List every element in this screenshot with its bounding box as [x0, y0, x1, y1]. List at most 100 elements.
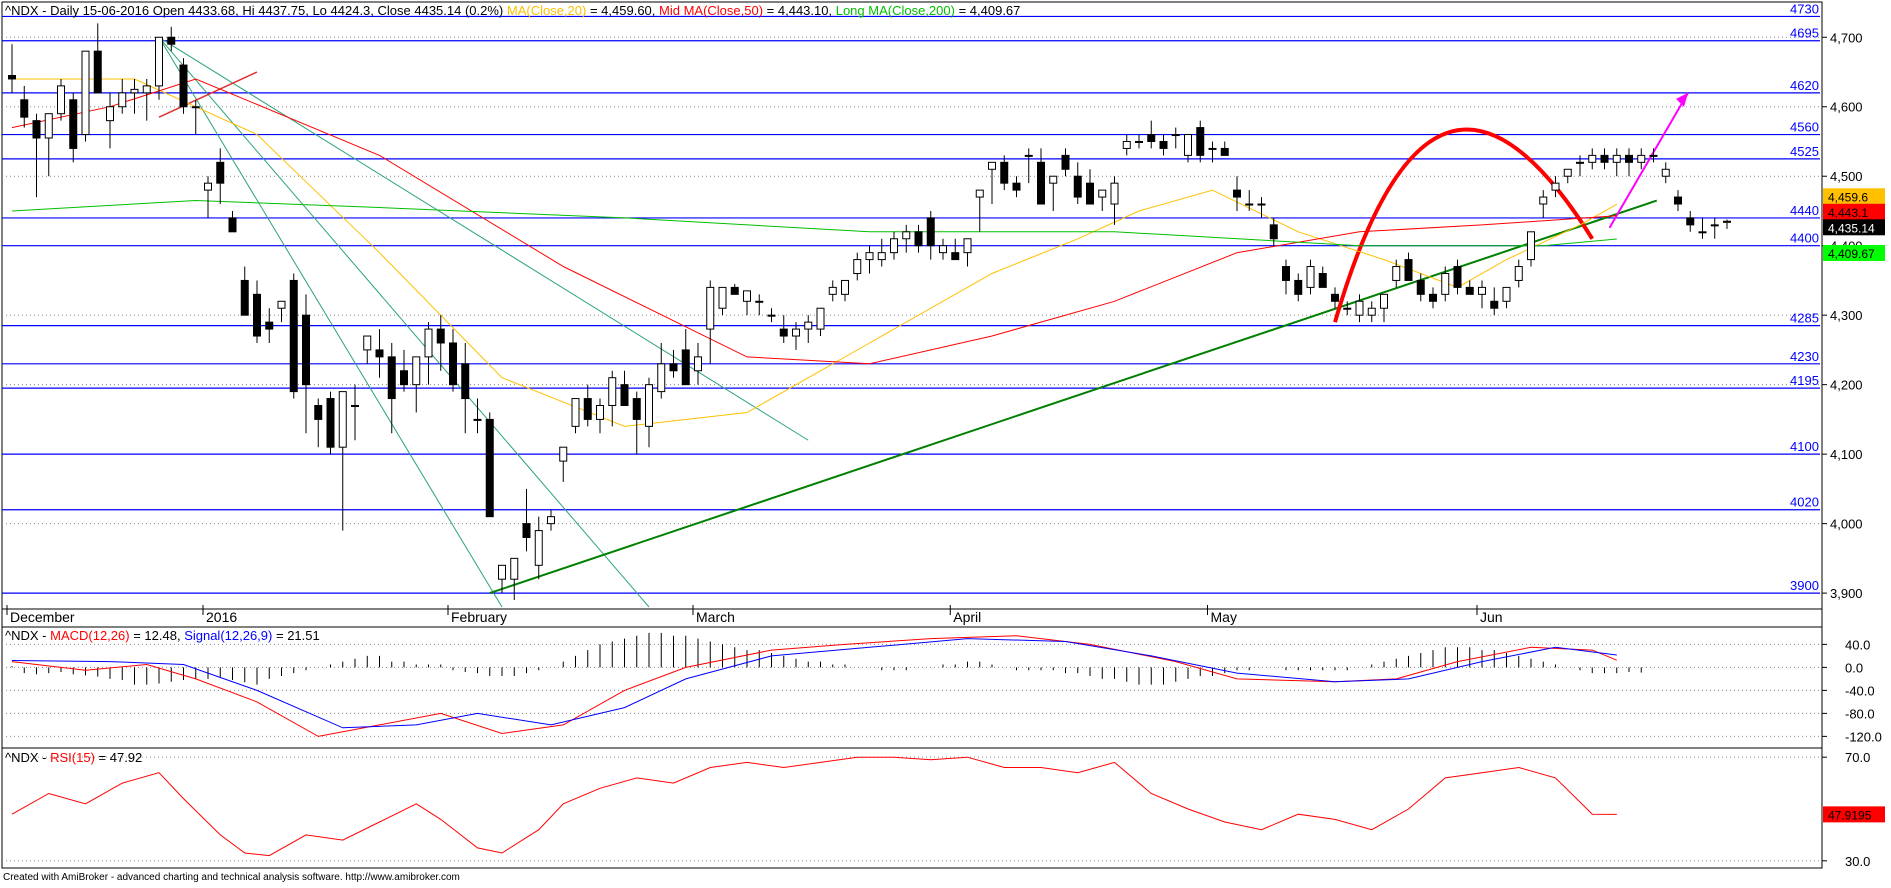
- level-label: 4440: [1790, 203, 1819, 218]
- price-header: ^NDX - Daily 15-06-2016 Open 4433.68, Hi…: [5, 3, 1020, 18]
- candle-body: [289, 279, 298, 393]
- level-label: 4695: [1790, 26, 1819, 41]
- candle-body: [743, 290, 751, 302]
- candle-body: [461, 363, 470, 400]
- price-tick-label: 4,200: [1830, 378, 1863, 393]
- candle-body: [1502, 286, 1511, 302]
- magenta-arrow: [1608, 92, 1689, 229]
- candle-body: [1465, 286, 1474, 295]
- candle-body: [1098, 189, 1107, 198]
- candle-body: [694, 356, 702, 372]
- date-label: February: [451, 609, 507, 625]
- price-tick-label: 3,900: [1830, 586, 1863, 601]
- candle-body: [436, 328, 445, 344]
- signal-label: Signal(12,26,9): [184, 628, 272, 643]
- candle-body: [1686, 217, 1695, 226]
- candle-body: [669, 363, 678, 372]
- rsi-price-tag-bg: [1823, 806, 1885, 823]
- macd-tick-label: 40.0: [1845, 637, 1870, 652]
- candle-body: [118, 92, 127, 108]
- candle-body: [1318, 272, 1327, 288]
- level-label: 4525: [1790, 144, 1819, 159]
- candle-body: [632, 398, 641, 420]
- price-tick-label: 4,000: [1830, 517, 1863, 532]
- candle-body: [1367, 307, 1376, 316]
- red-arc: [1333, 127, 1594, 323]
- candle-body: [1490, 300, 1499, 309]
- candle-body: [865, 252, 874, 261]
- candle-body: [1698, 231, 1707, 234]
- candle-body: [841, 279, 849, 295]
- ma200-price-tag: 4,409.67: [1828, 247, 1875, 261]
- candle-body: [32, 120, 41, 139]
- candle-body: [400, 370, 408, 386]
- candle-body: [1196, 127, 1205, 156]
- candle-body: [853, 259, 862, 274]
- level-label: 4730: [1790, 1, 1819, 16]
- candle-body: [816, 307, 825, 330]
- candle-body: [926, 217, 935, 247]
- candle-body: [106, 106, 114, 122]
- rsi-header: ^NDX - RSI(15) = 47.92: [5, 750, 142, 765]
- candle-body: [1220, 147, 1229, 156]
- candles: [8, 23, 1731, 601]
- ma20-price-tag-bg: [1823, 188, 1885, 205]
- candle-body: [510, 557, 519, 580]
- candle-body: [914, 231, 923, 247]
- macd-series-line: [11, 635, 1617, 737]
- candle-body: [1404, 259, 1413, 281]
- candle-body: [191, 106, 200, 109]
- candle-body: [559, 446, 568, 462]
- close-price-tag-bg: [1823, 219, 1885, 236]
- rsi-line: [11, 756, 1617, 857]
- annotations: [158, 36, 1689, 608]
- candle-body: [155, 36, 163, 87]
- level-label: 4230: [1790, 349, 1819, 364]
- candle-body: [228, 217, 237, 233]
- rsi-pane: 70.0 30.0: [11, 750, 1870, 869]
- candle-body: [988, 161, 996, 170]
- candle-body: [1049, 175, 1058, 184]
- candle-body: [1147, 134, 1156, 142]
- candle-body: [167, 36, 176, 45]
- candle-body: [1453, 266, 1462, 288]
- fan-trendline: [158, 36, 809, 441]
- level-label: 4400: [1790, 231, 1819, 246]
- candle-body: [1233, 189, 1241, 198]
- candle-body: [1245, 203, 1254, 206]
- level-label: 3900: [1790, 578, 1819, 593]
- price-header-prefix: ^NDX - Daily 15-06-2016 Open 4433.68, Hi…: [5, 3, 503, 18]
- ma-line: [11, 199, 1617, 247]
- candle-body: [792, 328, 800, 337]
- macd-header-prefix: ^NDX -: [5, 628, 50, 643]
- ma20-value: = 4,459.60,: [590, 3, 655, 18]
- candle-body: [596, 405, 604, 420]
- candle-body: [1429, 293, 1437, 302]
- candle-body: [1037, 161, 1045, 205]
- date-label: March: [696, 609, 735, 625]
- candle-body: [424, 328, 433, 358]
- macd-series-line: [11, 638, 1617, 729]
- candle-body: [1514, 266, 1523, 281]
- ma-line: [12, 78, 1618, 427]
- candle-body: [44, 113, 53, 139]
- candle-body: [657, 363, 666, 393]
- candle-body: [645, 384, 653, 427]
- candle-body: [828, 286, 837, 295]
- candle-body: [583, 398, 592, 420]
- candle-body: [1612, 154, 1621, 163]
- candle-body: [387, 356, 396, 400]
- candle-body: [314, 405, 323, 420]
- candle-body: [363, 335, 372, 351]
- candle-body: [216, 161, 225, 184]
- candle-body: [1257, 203, 1266, 206]
- candle-body: [939, 245, 947, 254]
- ma50-price-tag: 4,443.1: [1828, 206, 1868, 220]
- ma50-value: = 4,443.10,: [767, 3, 832, 18]
- ma200-price-tag-bg: [1823, 244, 1885, 261]
- candle-body: [1269, 224, 1278, 240]
- level-label: 4100: [1790, 439, 1819, 454]
- price-tick-label: 4,600: [1830, 100, 1863, 115]
- candle-body: [1159, 140, 1168, 149]
